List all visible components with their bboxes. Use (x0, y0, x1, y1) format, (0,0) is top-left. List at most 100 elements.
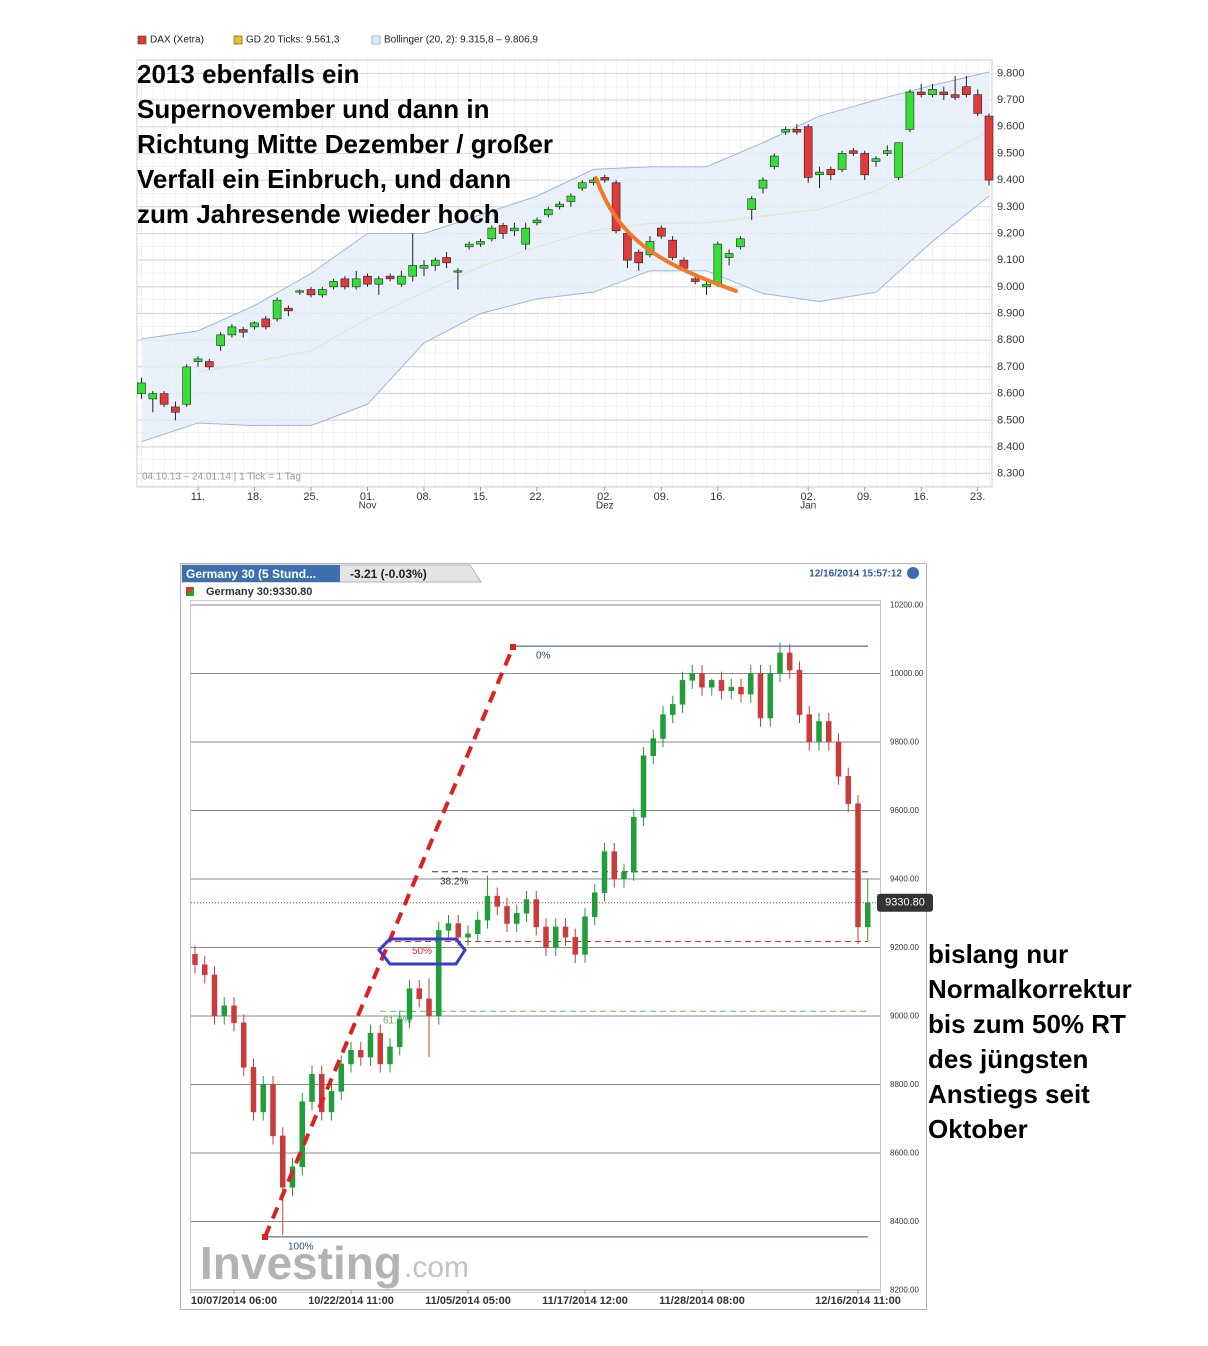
candle-body (329, 281, 338, 288)
legend-label: Bollinger (20, 2): 9.315,8 – 9.806,9 (384, 35, 538, 46)
candle-body (455, 923, 461, 938)
y-tick-label: 9.300 (997, 201, 1025, 213)
candle-body (826, 169, 836, 176)
fib-label: 0% (536, 651, 551, 662)
candle-body (736, 238, 745, 248)
x-tick-label: 11/28/2014 08:00 (659, 1295, 745, 1307)
candle-body (358, 1050, 364, 1058)
x-tick-label: 10/22/2014 11:00 (308, 1295, 394, 1307)
candle-body (351, 278, 361, 288)
candle-body (453, 270, 463, 273)
candle-body (205, 361, 214, 368)
x-tick-label: 23. (970, 491, 985, 503)
candle-body (374, 278, 384, 285)
candle-body (865, 902, 871, 928)
note: Oktober (928, 1114, 1028, 1144)
candle-body (442, 257, 451, 264)
trend-line-end (262, 1234, 268, 1240)
candle-body (338, 1063, 344, 1092)
y-tick-label: 8200.00 (890, 1286, 919, 1295)
candle-body (148, 393, 158, 400)
candle-body (803, 126, 813, 178)
candle-body (498, 225, 508, 234)
candle-body (777, 652, 783, 674)
candle-body (984, 115, 994, 181)
candle-body (280, 1135, 286, 1188)
candle-body (238, 329, 248, 333)
candle-body (816, 721, 822, 743)
note: bislang nur (928, 939, 1068, 969)
candle-body (748, 673, 754, 695)
candle-body (634, 251, 644, 264)
candle-body (348, 1050, 354, 1065)
last-price-box (877, 893, 933, 912)
note: Anstiegs seit (928, 1079, 1090, 1109)
trend-curve (594, 176, 738, 293)
candle-body (916, 91, 926, 95)
candle-body (464, 243, 474, 248)
candle-body (445, 923, 452, 931)
instrument-icon-part (186, 587, 194, 596)
candle-body (284, 307, 293, 312)
x-tick-label: 09. (857, 491, 872, 503)
candle-body (758, 179, 768, 189)
legend-swatch (137, 35, 147, 45)
candle-body (699, 673, 705, 688)
candle-body (532, 219, 542, 224)
x-tick-label: 16. (914, 491, 929, 503)
candle-body (533, 899, 539, 928)
candle-body (792, 129, 802, 133)
candle-body (640, 755, 647, 818)
candle-body (973, 94, 983, 114)
candle-body (577, 182, 587, 189)
y-tick-label: 9000.00 (890, 1012, 919, 1021)
candle-body (660, 714, 666, 739)
annotation: 2013 ebenfalls ein (137, 59, 360, 89)
candle-body (621, 871, 627, 880)
candle-body (601, 851, 608, 893)
candle-body (261, 318, 271, 328)
candle-body (689, 673, 695, 681)
candle-body (562, 926, 569, 938)
candle-body (159, 393, 169, 405)
y-tick-label: 8.900 (997, 308, 1025, 320)
instrument-label: Germany 30:9330.80 (206, 586, 312, 598)
x-tick-label: 15. (473, 491, 488, 503)
candle-body (962, 86, 971, 95)
candle-body (272, 299, 282, 320)
x-tick-label: 02. (801, 491, 816, 503)
y-tick-label: 9400.00 (890, 875, 919, 884)
x-tick-label: 10/07/2014 06:00 (191, 1295, 277, 1307)
candle-body (317, 289, 327, 296)
annotation: Supernovember und dann in (137, 94, 489, 124)
candle-body (250, 1067, 257, 1113)
y-tick-label: 8.800 (997, 334, 1025, 346)
candle-body (690, 278, 700, 282)
legend-label: DAX (Xetra) (150, 35, 204, 46)
candle-body (260, 1084, 266, 1113)
settings-icon[interactable] (907, 567, 919, 579)
y-tick-label: 10000.00 (890, 669, 924, 678)
candle-body (514, 913, 520, 924)
candle-body (221, 1005, 227, 1017)
x-tick-label: 01. (360, 491, 375, 503)
bottom-chart: 8200.00 8400.00 8600.00 8800.00 9000.00 9200.… (191, 601, 933, 1307)
x-tick-label: 11/17/2014 12:00 (542, 1295, 628, 1307)
candle-body (504, 906, 510, 924)
watermark: Investing (200, 1237, 402, 1289)
note: des jüngsten (928, 1044, 1088, 1074)
candle-body (137, 382, 146, 394)
candle-body (487, 227, 497, 240)
candle-body (713, 243, 723, 285)
candle-body (494, 895, 500, 907)
x-tick-label: 22. (529, 491, 544, 503)
tab-title: Germany 30 (5 Stund... (186, 567, 316, 581)
tab[interactable] (182, 565, 340, 582)
y-tick-label: 9.600 (997, 121, 1025, 133)
candle-body (837, 153, 847, 170)
candle-body (670, 704, 676, 715)
candle-body (582, 916, 588, 955)
timestamp: 12/16/2014 15:57:12 (809, 569, 902, 580)
candle-body (231, 1005, 237, 1024)
candle-body (767, 673, 773, 719)
